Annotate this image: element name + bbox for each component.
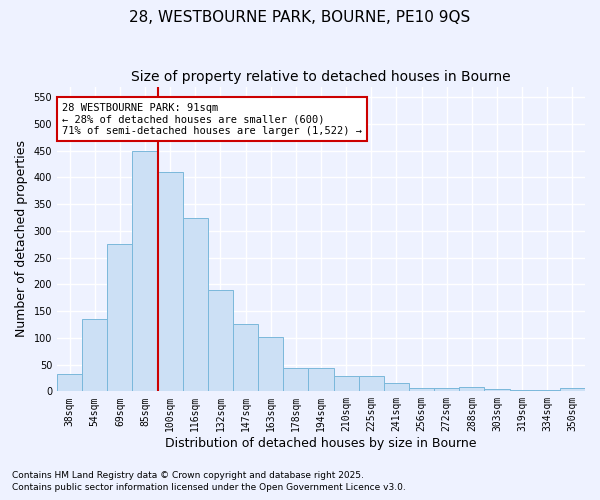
Bar: [359, 376, 384, 392]
Bar: [208, 290, 233, 392]
Bar: [283, 368, 308, 392]
Bar: [308, 368, 334, 392]
X-axis label: Distribution of detached houses by size in Bourne: Distribution of detached houses by size …: [165, 437, 477, 450]
Bar: [484, 389, 509, 392]
Bar: [409, 388, 434, 392]
Bar: [535, 390, 560, 392]
Title: Size of property relative to detached houses in Bourne: Size of property relative to detached ho…: [131, 70, 511, 84]
Text: Contains HM Land Registry data © Crown copyright and database right 2025.
Contai: Contains HM Land Registry data © Crown c…: [12, 471, 406, 492]
Bar: [133, 150, 158, 392]
Text: 28, WESTBOURNE PARK, BOURNE, PE10 9QS: 28, WESTBOURNE PARK, BOURNE, PE10 9QS: [130, 10, 470, 25]
Bar: [560, 388, 585, 392]
Text: 28 WESTBOURNE PARK: 91sqm
← 28% of detached houses are smaller (600)
71% of semi: 28 WESTBOURNE PARK: 91sqm ← 28% of detac…: [62, 102, 362, 136]
Bar: [384, 384, 409, 392]
Bar: [334, 376, 359, 392]
Bar: [434, 388, 459, 392]
Bar: [233, 324, 258, 392]
Bar: [82, 319, 107, 392]
Bar: [183, 218, 208, 392]
Bar: [107, 244, 133, 392]
Bar: [258, 338, 283, 392]
Bar: [57, 374, 82, 392]
Y-axis label: Number of detached properties: Number of detached properties: [15, 140, 28, 338]
Bar: [509, 390, 535, 392]
Bar: [158, 172, 183, 392]
Bar: [459, 387, 484, 392]
